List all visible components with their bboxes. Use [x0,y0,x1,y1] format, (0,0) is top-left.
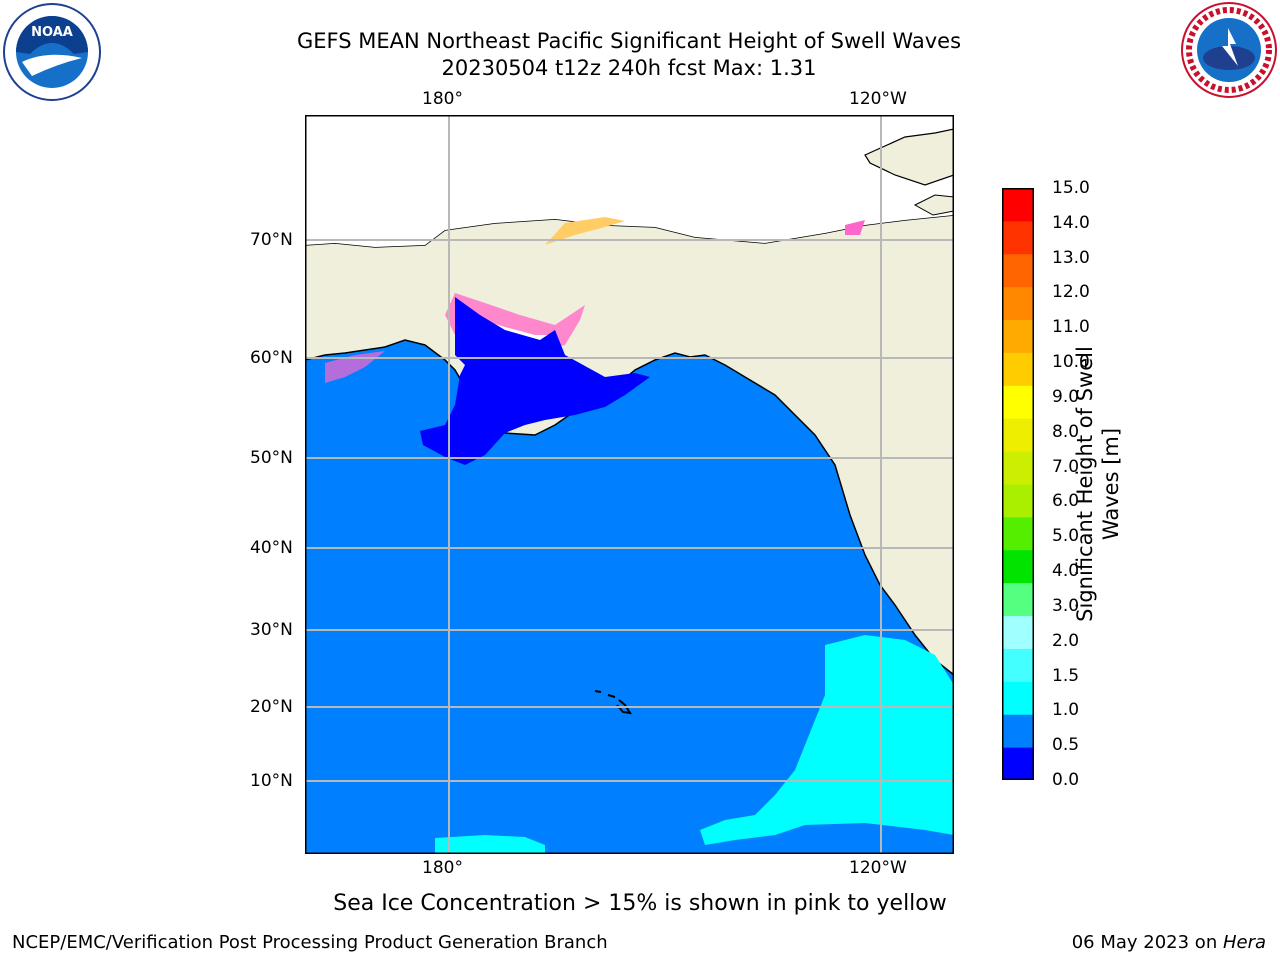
chart-title: GEFS MEAN Northeast Pacific Significant … [296,29,962,53]
lat-label-50n: 50°N [250,448,293,468]
sea-ice-caption: Sea Ice Concentration > 15% is shown in … [333,891,947,916]
colorbar-segment [1002,681,1034,715]
colorbar-tick-label: 11.0 [1052,317,1090,338]
colorbar-tick-label: 15.0 [1052,178,1090,198]
low-swell-region [420,297,650,465]
colorbar-tick-label: 5.0 [1052,526,1080,547]
noaa-logo: NOAA [2,2,102,102]
svg-text:NOAA: NOAA [31,25,73,40]
colorbar-segment [1002,286,1034,321]
lon-label-top-180: 180° [422,89,463,109]
colorbar-segment [1002,484,1034,518]
map-panel [304,115,955,854]
map-gridlines [305,115,954,854]
colorbar-tick-label: 6.0 [1052,491,1080,512]
colorbar-segment [1002,220,1034,255]
colorbar-tick-label: 1.5 [1052,665,1080,686]
colorbar-tick-label: 7.0 [1052,456,1080,477]
sea-ice-edge [545,217,625,245]
colorbar-label: Significant Height of Swell Waves [m] [1073,346,1123,622]
footer-left: NCEP/EMC/Verification Post Processing Pr… [12,932,608,953]
colorbar-tick-label: 3.0 [1052,595,1080,616]
colorbar-segment [1002,352,1034,386]
arctic-white [305,115,954,247]
footer-host: Hera [1222,932,1266,953]
colorbar-tick-label: 0.5 [1052,735,1080,756]
colorbar-segment [1002,549,1034,584]
footer-date: 06 May 2023 on [1071,932,1223,953]
colorbar-segment [1002,418,1034,452]
colorbar-tick-label: 13.0 [1052,247,1090,268]
colorbar-segment [1002,253,1034,288]
colorbar-segment [1002,319,1034,353]
colorbar-segment [1002,747,1034,781]
colorbar-tick-label: 9.0 [1052,386,1080,407]
colorbar-tick-label: 0.0 [1052,770,1080,790]
colorbar-segment [1002,188,1034,222]
colorbar-segment [1002,615,1034,649]
colorbar-tick-label: 2.0 [1052,630,1080,651]
footer-right: 06 May 2023 on Hera [1072,932,1266,954]
colorbar-segment [1002,582,1034,617]
colorbar-tick-label: 12.0 [1052,282,1090,303]
lat-label-20n: 20°N [250,697,293,717]
lat-label-30n: 30°N [250,620,293,640]
lon-label-top-120w: 120°W [849,89,907,109]
colorbar-segment [1002,385,1034,419]
colorbar-tick-label: 14.0 [1052,212,1090,233]
lat-label-60n: 60°N [250,348,293,368]
colorbar-tick-label: 4.0 [1052,561,1080,582]
colorbar-segment [1002,714,1034,748]
chart-subtitle: 20230504 t12z 240h fcst Max: 1.31 [441,56,817,80]
colorbar-segment [1002,451,1034,485]
high-swell-region [700,635,954,845]
colorbar-tick-label: 8.0 [1052,421,1080,442]
lat-label-10n: 10°N [250,771,293,791]
lat-label-70n: 70°N [250,230,293,250]
lat-label-40n: 40°N [250,538,293,558]
colorbar-tick-label: 10.0 [1052,352,1090,373]
colorbar-tick-label: 1.0 [1052,700,1080,721]
colorbar [1002,188,1034,781]
map-svg [304,115,955,854]
lon-label-bottom-180: 180° [422,858,463,878]
colorbar-segment [1002,516,1034,551]
colorbar-ticks: 15.0 14.0 13.0 12.0 11.0 10.0 9.0 8.0 7.0 6.0 5.0 4… [1052,178,1112,792]
lon-label-bottom-120w: 120°W [849,858,907,878]
hawaii-islands [594,690,632,715]
colorbar-segment [1002,648,1034,682]
colorbar-svg [1002,188,1034,781]
nws-logo [1178,0,1280,102]
